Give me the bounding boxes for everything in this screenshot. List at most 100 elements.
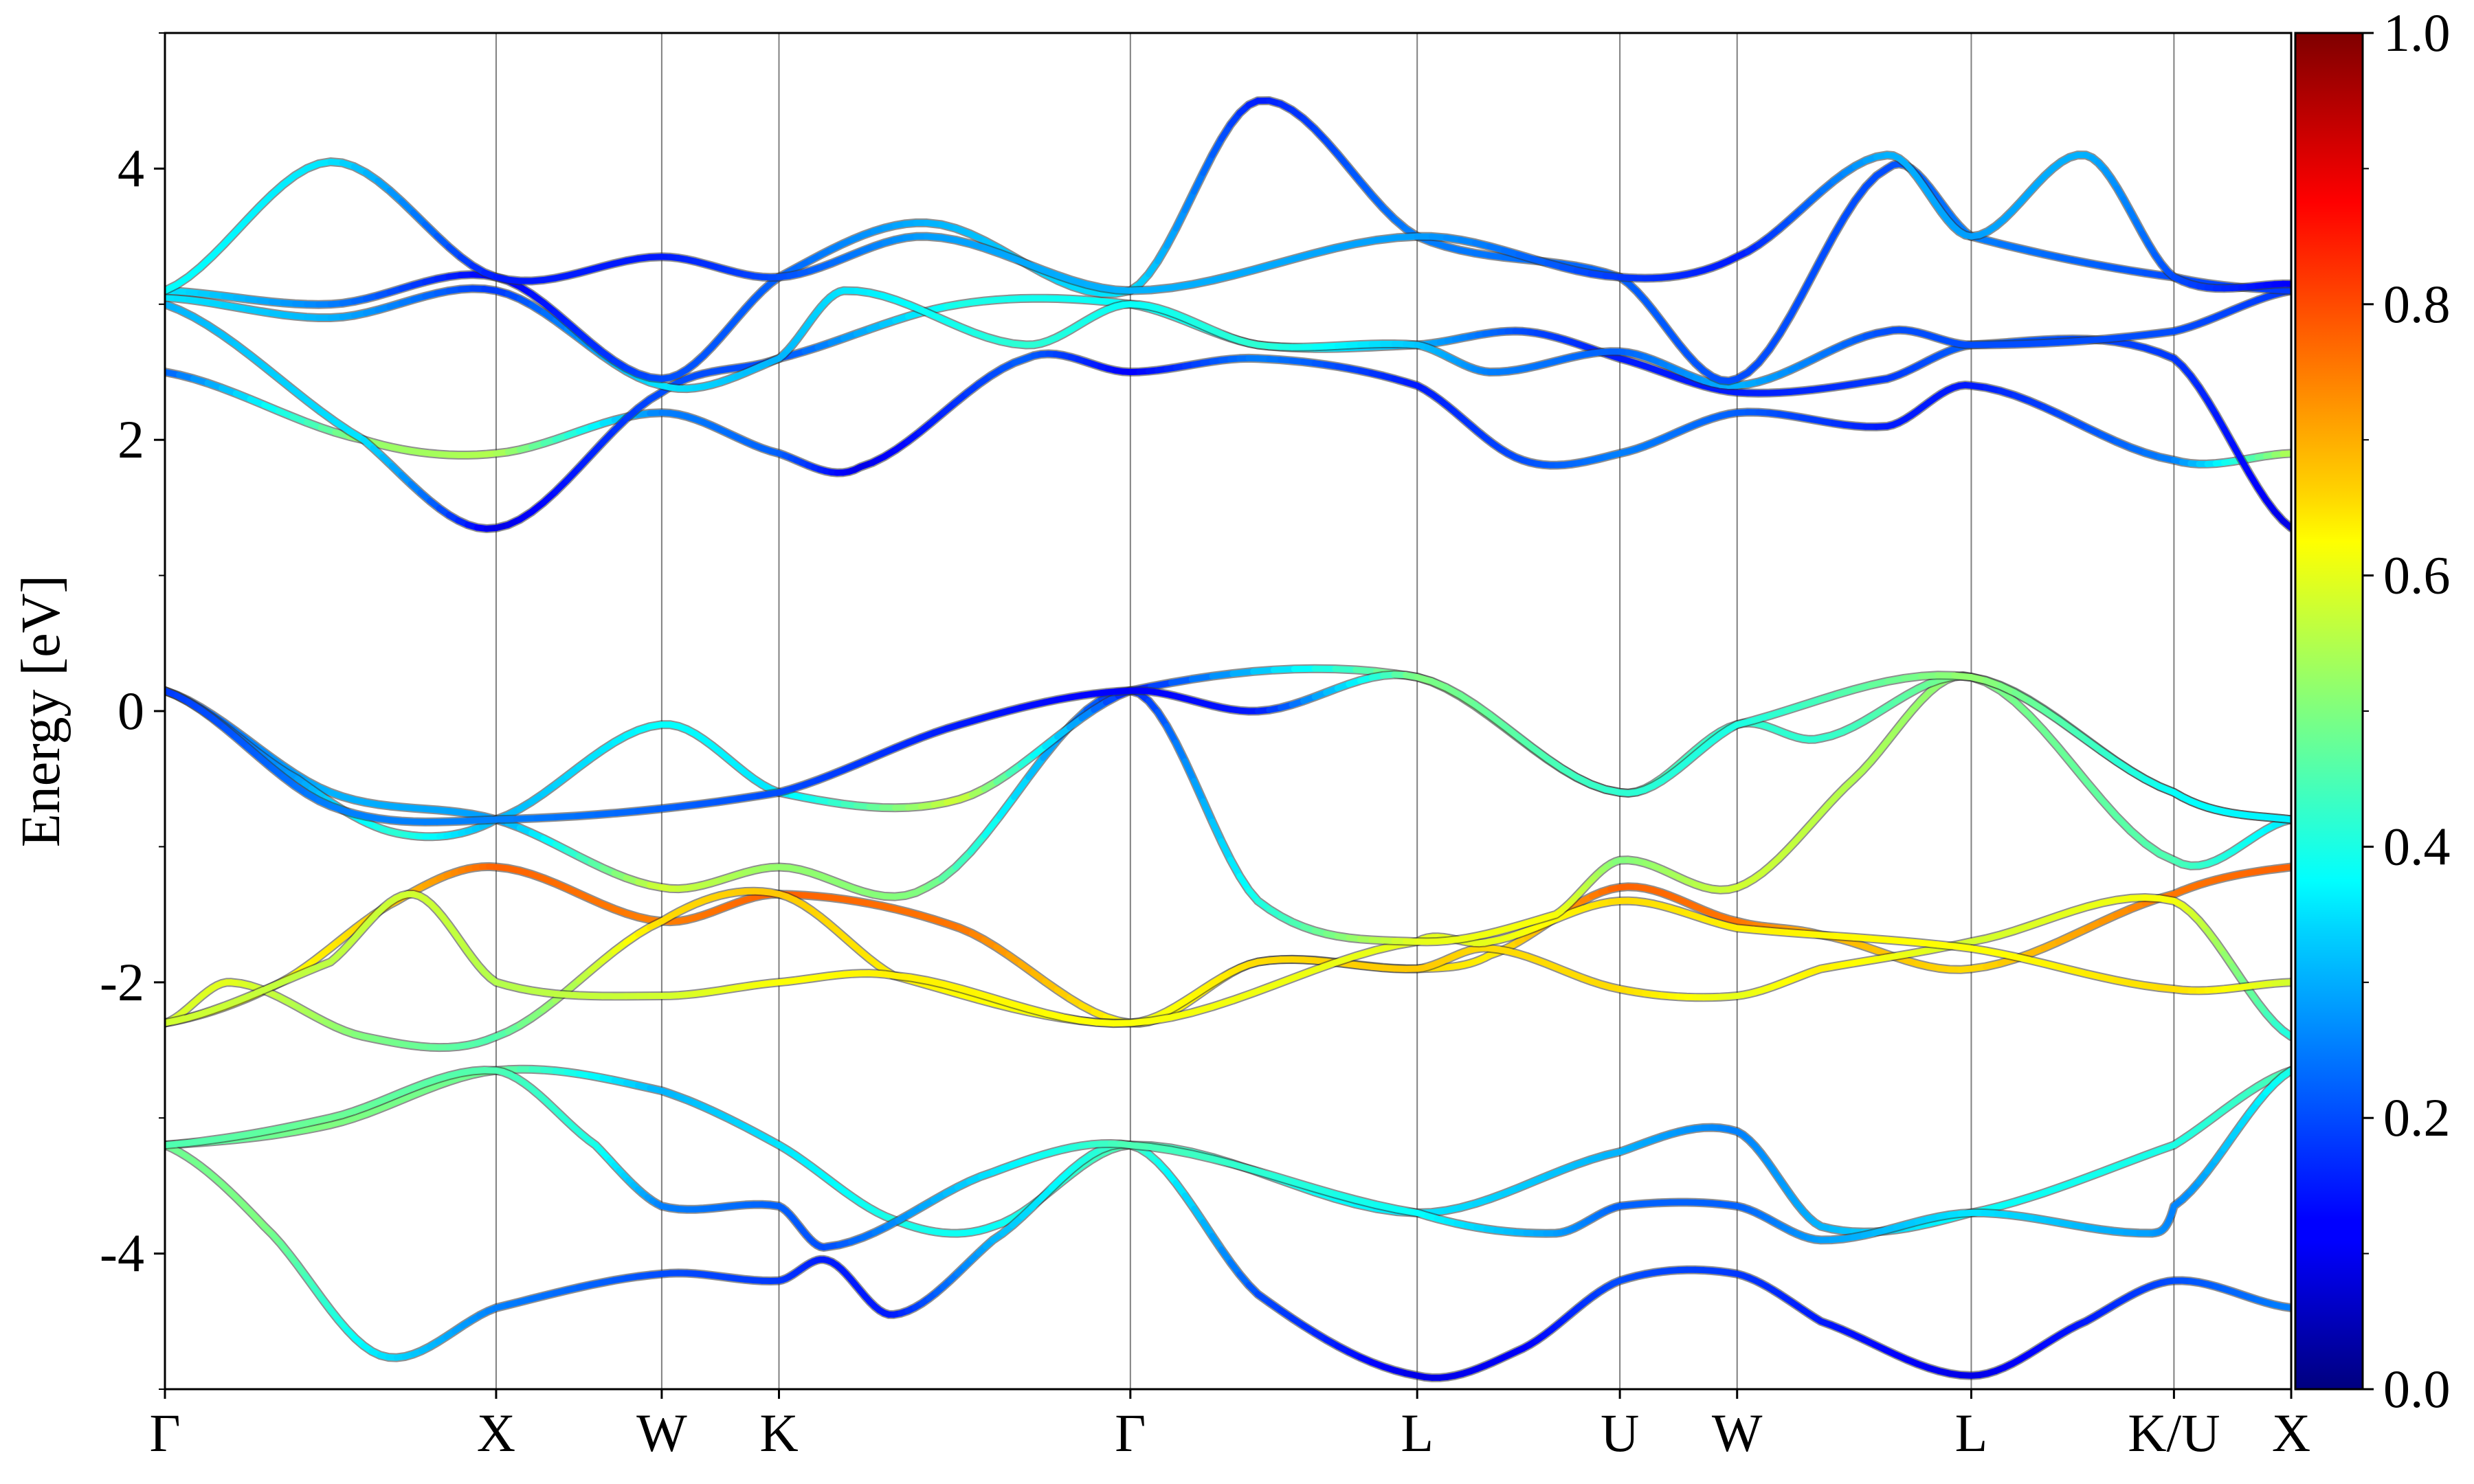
x-axis-ticks: Γ X W K Γ L U W L K/U X [149,1389,2310,1463]
y-tick-label-0: 4 [118,138,144,198]
band-segment [1188,1151,1216,1162]
x-tick-label-9: K/U [2128,1403,2220,1463]
colorbar-gradient [2294,32,2364,1391]
band-segment [2280,1067,2291,1080]
band-segment [2280,864,2291,871]
band-segment [2280,816,2291,823]
colorbar-tick-label-1: 0.2 [2383,1088,2451,1147]
band-segment [1250,666,1278,675]
band-segment [1181,758,1198,785]
x-tick-label-8: L [1955,1403,1988,1463]
band-segment [2280,979,2291,986]
band-segment [1250,1167,1278,1180]
band-segment [1798,272,1816,300]
band-segment [2113,813,2134,834]
band-segment [594,809,621,818]
band-segment [1291,665,1318,673]
x-tick-label-6: U [1601,1403,1639,1463]
band-segment [2280,450,2291,458]
band-segment [1227,856,1243,879]
band-segment [2055,744,2076,768]
band-segment [695,798,722,808]
band-segment [493,816,520,823]
band-segment [1163,723,1179,746]
band-segment [1148,1014,1174,1024]
band-segment [1010,774,1032,800]
colorbar-tick-label-5: 1.0 [2383,3,2451,63]
band-8 [165,670,2291,827]
band-segment [967,832,988,855]
band-segment [1148,284,1174,293]
colorbar-ticks: 0.0 0.2 0.4 0.6 0.8 1.0 [2363,3,2451,1419]
band-segment [1291,967,1318,981]
band-segment [513,815,540,822]
band-segment [553,813,581,820]
band-segment [2280,1303,2291,1312]
colorbar-tick-label-0: 0.0 [2383,1359,2451,1419]
x-tick-label-0: Γ [149,1403,180,1463]
band-segment [1168,1147,1195,1158]
band-segment [1332,1191,1359,1203]
band-segment [2084,779,2105,803]
band-segment [1025,754,1047,780]
band-segment [2098,796,2119,820]
band-segment [1373,942,1400,954]
band-segment [981,813,1003,839]
band-segment [1766,330,1783,353]
band-segment [1332,953,1359,966]
x-tick-label-10: X [2272,1403,2310,1463]
x-tick-label-5: L [1401,1403,1434,1463]
band-segment [1352,666,1380,675]
band-segment [1373,1202,1400,1213]
y-tick-label-1: 2 [118,409,144,469]
band-segment [1271,974,1297,989]
band-segment [1311,959,1339,974]
band-outline [165,1066,2291,1252]
band-segment [1127,1142,1155,1151]
y-tick-label-2: 0 [118,681,144,741]
band-segment [1311,1185,1339,1198]
band-segment [675,801,702,810]
band-segment [2127,827,2148,847]
colorbar-tick-label-2: 0.4 [2383,816,2451,876]
band-segment [1787,293,1805,319]
band-segment [2280,517,2291,532]
band-segment [1209,1156,1236,1168]
band-segment [1393,233,1420,241]
band-segment [1200,152,1216,177]
band-segment [1181,188,1198,214]
band-segment [1209,818,1225,845]
colorbar: 0.0 0.2 0.4 0.6 0.8 1.0 [2294,3,2451,1419]
band-segment [2026,712,2047,734]
band-segment [634,806,661,815]
band-outline [165,664,2291,842]
band-segment [1291,1179,1318,1192]
band-7 [165,664,2291,842]
band-segment [1250,261,1278,273]
band-segment [1191,778,1207,805]
band-segment [1352,1196,1380,1208]
band-segment [2011,698,2033,719]
band-segment [1209,272,1236,284]
kpoint-gridlines [495,33,2175,1389]
x-tick-label-7: W [1712,1403,1763,1463]
band-segment [1188,277,1216,288]
band-5 [165,890,2291,1028]
band-segment [2069,761,2091,786]
band-segment [1229,989,1257,1004]
band-11 [165,284,2291,394]
band-segment [1229,668,1257,677]
band-segment [533,813,560,822]
band-segment [1809,252,1826,279]
band-segment [1229,1161,1257,1173]
band-segment [1172,207,1188,232]
plot-area: 4 2 0 -2 -4 Γ X W K Γ L U W L K/U X Energy [eV] [11,32,2310,1463]
band-lines [165,96,2291,1382]
x-tick-label-4: Γ [1115,1403,1146,1463]
band-outline [165,671,2291,947]
band-9 [165,349,2291,477]
y-axis-ticks: 4 2 0 -2 -4 [100,32,165,1390]
band-segment [1271,256,1297,268]
band-segment [1229,267,1257,279]
